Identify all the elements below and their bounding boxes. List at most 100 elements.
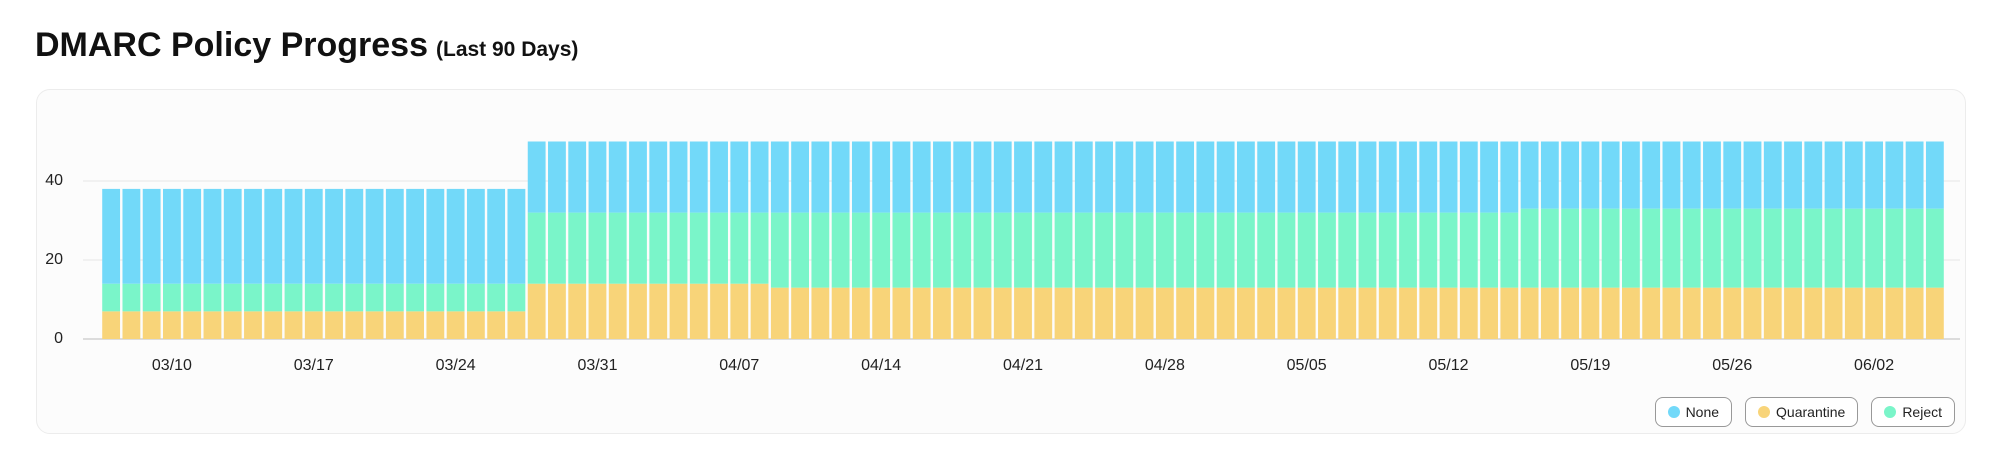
bar-segment (1703, 141, 1721, 209)
bar-segment (1399, 141, 1417, 213)
bar-segment (264, 188, 283, 284)
bar-segment (1540, 208, 1559, 288)
bar-segment (1419, 287, 1438, 339)
x-tick-label: 05/12 (1429, 357, 1469, 374)
bar-segment (223, 283, 242, 312)
bar-segment (1905, 208, 1924, 288)
bar-segment (730, 141, 749, 213)
x-tick-label: 06/02 (1854, 357, 1894, 374)
bar-segment (791, 212, 810, 288)
bar-segment (710, 141, 728, 213)
bar-segment (1318, 287, 1336, 339)
bar-segment (1155, 141, 1174, 213)
bar-segment (1561, 141, 1580, 209)
bar-segment (1804, 287, 1823, 339)
legend-item[interactable]: None (1654, 397, 1733, 427)
bar-segment (1176, 141, 1195, 213)
bar-segment (487, 311, 506, 339)
bar-segment (1885, 141, 1904, 209)
bar-segment (527, 283, 546, 339)
bar-segment (487, 283, 506, 312)
bar-segment (1925, 287, 1944, 339)
bar-segment (304, 188, 323, 284)
legend-item[interactable]: Reject (1871, 397, 1955, 427)
bar-segment (446, 283, 465, 312)
bar-segment (973, 141, 992, 213)
bar-segment (1277, 212, 1296, 288)
bar-segment (1743, 208, 1762, 288)
bar-segment (1581, 141, 1600, 209)
bar-segment (466, 283, 485, 312)
bar-segment (1419, 212, 1438, 288)
legend-swatch (1758, 406, 1771, 418)
bar-segment (1480, 141, 1498, 213)
x-tick-label: 03/24 (436, 357, 476, 374)
bar-segment (527, 212, 546, 284)
bar-segment (1277, 287, 1296, 339)
x-tick-label: 05/19 (1570, 357, 1610, 374)
legend-swatch (1667, 406, 1680, 418)
bar-segment (993, 141, 1012, 213)
bar-segment (750, 141, 769, 213)
legend-item[interactable]: Quarantine (1745, 397, 1859, 427)
bar-segment (811, 141, 830, 213)
bar-segment (1682, 208, 1701, 288)
bar-segment (1378, 287, 1397, 339)
bar-segment (223, 311, 242, 339)
bar-segment (649, 141, 668, 213)
bar-segment (892, 287, 911, 339)
bar-segment (1500, 287, 1519, 339)
bar-segment (142, 311, 161, 339)
bar-segment (1540, 287, 1559, 339)
bar-segment (1297, 141, 1316, 213)
bar-segment (1642, 287, 1661, 339)
bar-segment (1257, 287, 1276, 339)
bar-segment (669, 283, 688, 339)
bar-segment (1338, 287, 1357, 339)
bar-segment (1824, 208, 1843, 288)
bar-segment (892, 141, 911, 213)
bar-segment (1703, 208, 1721, 288)
bar-segment (1824, 287, 1843, 339)
bar-segment (1297, 212, 1316, 288)
bar-segment (406, 311, 425, 339)
bar-segment (1784, 208, 1802, 288)
bar-segment (1297, 287, 1316, 339)
bar-segment (244, 188, 262, 284)
bar-segment (1824, 141, 1843, 209)
bar-segment (1358, 212, 1377, 288)
bar-segment (1743, 287, 1762, 339)
bar-segment (1358, 141, 1377, 213)
bar-segment (770, 141, 789, 213)
bar-segment (1196, 212, 1215, 288)
bar-segment (750, 283, 769, 339)
bar-segment (183, 311, 202, 339)
bar-segment (1520, 208, 1539, 288)
bar-segment (284, 311, 303, 339)
bar-segment (1216, 287, 1235, 339)
bar-segment (568, 212, 587, 284)
bar-segment (872, 287, 891, 339)
bar-segment (1500, 141, 1519, 213)
bar-segment (325, 188, 343, 284)
bar-segment (608, 212, 627, 284)
bar-segment (1318, 212, 1336, 288)
bar-segment (1196, 287, 1215, 339)
bar-segment (163, 188, 181, 284)
bar-segment (1621, 141, 1640, 209)
bar-segment (1520, 141, 1539, 209)
bar-segment (669, 212, 688, 284)
bar-segment (608, 283, 627, 339)
y-tick-label: 0 (54, 330, 63, 347)
bar-segment (1399, 212, 1417, 288)
bar-segment (689, 141, 708, 213)
bar-segment (1925, 208, 1944, 288)
bar-segment (770, 287, 789, 339)
bar-segment (406, 188, 425, 284)
bar-segment (1804, 208, 1823, 288)
x-tick-label: 03/31 (577, 357, 617, 374)
bar-segment (345, 188, 364, 284)
bar-segment (385, 283, 404, 312)
bar-segment (791, 141, 810, 213)
